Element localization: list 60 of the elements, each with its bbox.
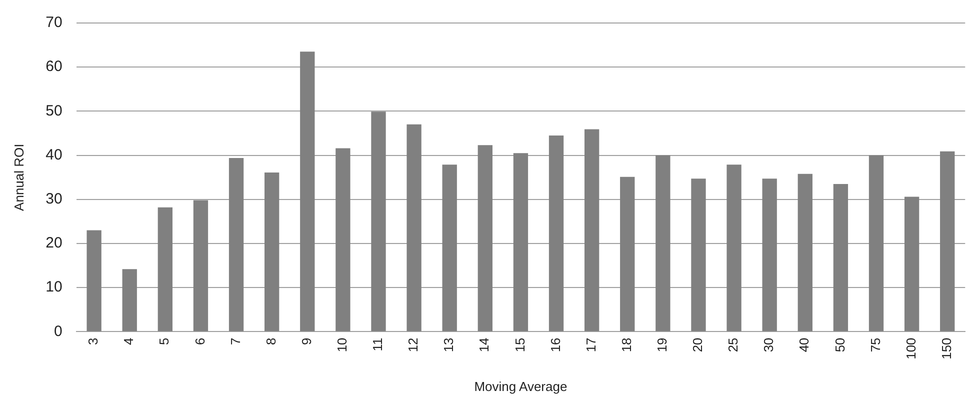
x-tick-label: 40 xyxy=(796,338,812,352)
x-tick-label: 17 xyxy=(583,338,598,352)
x-tick-label: 14 xyxy=(476,338,492,352)
x-tick-label: 9 xyxy=(298,338,314,345)
bar xyxy=(264,172,280,332)
x-tick-label: 19 xyxy=(654,338,670,352)
bar xyxy=(798,174,812,332)
x-tick-label: 20 xyxy=(690,338,706,352)
y-axis-title: Annual ROI xyxy=(11,144,26,211)
x-tick-label: 16 xyxy=(548,338,563,352)
bar xyxy=(513,153,528,332)
bar xyxy=(228,158,244,332)
y-tick-label: 70 xyxy=(46,14,62,32)
bar xyxy=(726,164,742,332)
bar xyxy=(868,155,884,332)
bar xyxy=(762,178,777,332)
bar xyxy=(584,129,600,332)
bar xyxy=(904,196,920,332)
x-tick-label: 18 xyxy=(618,338,634,352)
x-tick-label: 100 xyxy=(903,338,918,360)
x-tick-label: 15 xyxy=(512,338,528,352)
bar xyxy=(371,112,386,332)
bar xyxy=(158,207,173,332)
bar xyxy=(691,178,706,332)
x-tick-label: 4 xyxy=(121,338,136,345)
y-tick-label: 40 xyxy=(46,146,62,164)
y-tick-label: 50 xyxy=(46,102,62,120)
y-tick-label: 0 xyxy=(54,322,62,340)
bar xyxy=(122,269,137,332)
bar xyxy=(940,151,955,332)
bar xyxy=(620,176,635,332)
x-tick-label: 8 xyxy=(263,338,278,345)
bar xyxy=(406,124,422,332)
x-axis-title: Moving Average xyxy=(474,378,568,394)
y-tick-label: 60 xyxy=(46,58,62,76)
x-tick-label: 75 xyxy=(868,338,883,352)
bar xyxy=(833,184,848,332)
bar xyxy=(478,145,492,332)
x-tick-label: 25 xyxy=(726,338,741,352)
bar xyxy=(336,148,350,332)
x-tick-label: 7 xyxy=(228,338,243,345)
y-tick-label: 10 xyxy=(46,278,62,296)
y-tick-label: 30 xyxy=(46,190,62,208)
bar xyxy=(300,52,315,332)
bar xyxy=(656,155,670,332)
bar xyxy=(193,200,208,332)
bar xyxy=(86,230,102,332)
x-tick-label: 50 xyxy=(832,338,848,352)
x-tick-label: 10 xyxy=(334,338,350,352)
x-tick-label: 150 xyxy=(938,338,954,360)
x-tick-label: 30 xyxy=(761,338,776,352)
x-tick-label: 12 xyxy=(406,338,421,352)
x-tick-label: 5 xyxy=(156,338,172,345)
x-tick-label: 6 xyxy=(192,338,208,345)
bar xyxy=(548,135,564,332)
x-tick-label: 11 xyxy=(370,338,386,352)
bar xyxy=(442,164,457,332)
y-tick-label: 20 xyxy=(46,234,62,252)
x-tick-label: 3 xyxy=(86,338,101,345)
x-tick-label: 13 xyxy=(441,338,456,352)
